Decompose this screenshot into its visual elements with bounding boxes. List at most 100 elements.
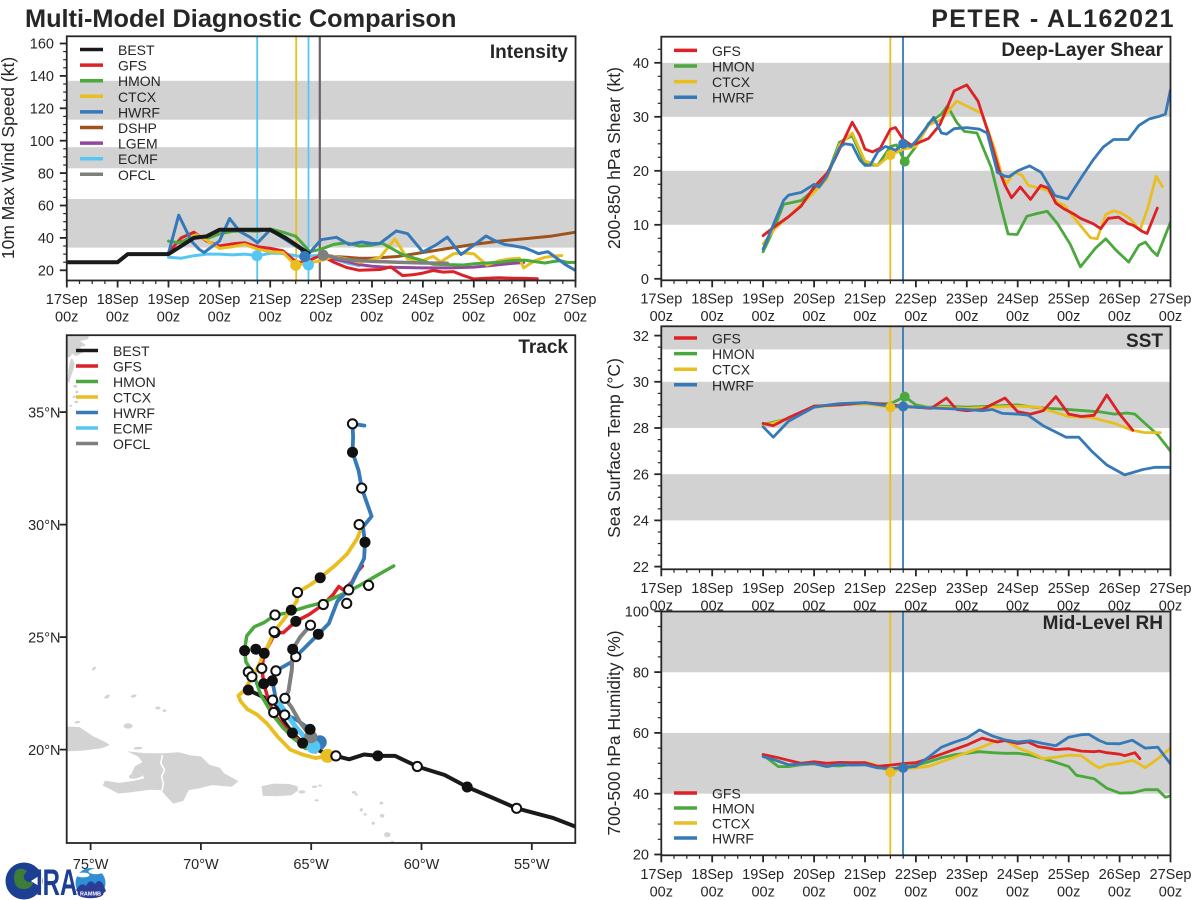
svg-text:00z: 00z [853, 598, 876, 614]
svg-text:00z: 00z [1006, 884, 1029, 900]
svg-text:17Sep: 17Sep [640, 581, 682, 597]
svg-text:30: 30 [633, 110, 649, 126]
svg-text:00z: 00z [650, 884, 673, 900]
svg-text:00z: 00z [955, 309, 978, 325]
svg-text:Mid-Level RH: Mid-Level RH [1043, 613, 1163, 634]
svg-text:27Sep: 27Sep [555, 292, 597, 308]
svg-text:23Sep: 23Sep [946, 292, 988, 308]
svg-text:100: 100 [30, 134, 54, 150]
svg-text:22Sep: 22Sep [895, 867, 937, 883]
svg-text:Multi-Model Diagnostic Compari: Multi-Model Diagnostic Comparison [25, 5, 456, 33]
svg-text:HWRF: HWRF [118, 104, 160, 120]
svg-text:40: 40 [633, 787, 649, 803]
svg-text:20Sep: 20Sep [793, 581, 835, 597]
svg-text:23Sep: 23Sep [351, 292, 393, 308]
svg-text:700-500 hPa Humidity (%): 700-500 hPa Humidity (%) [604, 630, 624, 835]
svg-text:00z: 00z [1057, 884, 1080, 900]
svg-text:00z: 00z [106, 310, 129, 326]
svg-text:25Sep: 25Sep [1048, 292, 1090, 308]
svg-text:35°N: 35°N [28, 405, 60, 421]
svg-text:19Sep: 19Sep [742, 581, 784, 597]
svg-text:18Sep: 18Sep [691, 867, 733, 883]
svg-text:00z: 00z [259, 310, 282, 326]
svg-text:00z: 00z [1159, 309, 1182, 325]
svg-text:HMON: HMON [118, 73, 161, 89]
svg-text:20Sep: 20Sep [198, 292, 240, 308]
svg-text:60: 60 [633, 726, 649, 742]
svg-text:00z: 00z [1057, 309, 1080, 325]
svg-text:00z: 00z [309, 310, 332, 326]
svg-text:200-850 hPa Shear (kt): 200-850 hPa Shear (kt) [604, 67, 624, 249]
svg-text:HMON: HMON [712, 346, 755, 362]
svg-text:25°N: 25°N [28, 630, 60, 646]
svg-text:26Sep: 26Sep [504, 292, 546, 308]
svg-text:25Sep: 25Sep [1048, 867, 1090, 883]
svg-text:70°W: 70°W [183, 857, 219, 873]
svg-text:BEST: BEST [118, 42, 155, 58]
svg-text:00z: 00z [650, 309, 673, 325]
svg-text:20: 20 [633, 848, 649, 864]
svg-text:25Sep: 25Sep [453, 292, 495, 308]
svg-text:OFCL: OFCL [118, 167, 156, 183]
svg-text:19Sep: 19Sep [742, 292, 784, 308]
svg-text:00z: 00z [751, 309, 774, 325]
svg-text:00z: 00z [802, 598, 825, 614]
svg-text:HWRF: HWRF [712, 377, 754, 393]
svg-text:00z: 00z [853, 309, 876, 325]
svg-text:22Sep: 22Sep [895, 581, 937, 597]
svg-text:60: 60 [38, 199, 54, 215]
svg-text:21Sep: 21Sep [844, 292, 886, 308]
svg-text:21Sep: 21Sep [249, 292, 291, 308]
svg-text:00z: 00z [955, 884, 978, 900]
svg-text:20Sep: 20Sep [793, 867, 835, 883]
svg-text:ECMF: ECMF [118, 151, 158, 167]
svg-text:80: 80 [38, 166, 54, 182]
svg-text:CTCX: CTCX [118, 89, 157, 105]
svg-text:00z: 00z [955, 598, 978, 614]
svg-text:30: 30 [633, 375, 649, 391]
svg-text:32: 32 [633, 329, 649, 345]
svg-text:CTCX: CTCX [712, 74, 751, 90]
svg-text:24Sep: 24Sep [402, 292, 444, 308]
svg-text:IRA: IRA [36, 862, 77, 900]
svg-text:Sea Surface Temp (°C): Sea Surface Temp (°C) [604, 358, 624, 538]
svg-text:24Sep: 24Sep [997, 867, 1039, 883]
svg-text:19Sep: 19Sep [742, 867, 784, 883]
svg-text:0: 0 [641, 272, 649, 288]
svg-text:00z: 00z [1108, 309, 1131, 325]
svg-text:HMON: HMON [712, 59, 755, 75]
svg-text:00z: 00z [157, 310, 180, 326]
svg-text:17Sep: 17Sep [46, 292, 88, 308]
svg-text:24Sep: 24Sep [997, 581, 1039, 597]
svg-text:18Sep: 18Sep [97, 292, 139, 308]
svg-text:HWRF: HWRF [113, 405, 155, 421]
svg-text:23Sep: 23Sep [946, 581, 988, 597]
svg-text:22Sep: 22Sep [300, 292, 342, 308]
svg-text:00z: 00z [462, 310, 485, 326]
svg-text:LGEM: LGEM [118, 136, 158, 152]
svg-text:HWRF: HWRF [712, 90, 754, 106]
svg-text:Track: Track [518, 337, 568, 358]
svg-text:BEST: BEST [113, 343, 150, 359]
svg-text:26Sep: 26Sep [1099, 581, 1141, 597]
svg-text:00z: 00z [564, 310, 587, 326]
svg-text:17Sep: 17Sep [640, 292, 682, 308]
svg-text:HMON: HMON [712, 801, 755, 817]
svg-text:RAMMB: RAMMB [80, 892, 101, 898]
svg-text:GFS: GFS [712, 331, 741, 347]
svg-text:80: 80 [633, 665, 649, 681]
svg-text:140: 140 [30, 69, 54, 85]
svg-text:00z: 00z [904, 598, 927, 614]
svg-text:CTCX: CTCX [113, 390, 152, 406]
svg-text:SST: SST [1126, 331, 1163, 352]
svg-text:28: 28 [633, 421, 649, 437]
svg-text:20: 20 [38, 264, 54, 280]
svg-text:00z: 00z [751, 598, 774, 614]
svg-text:40: 40 [38, 231, 54, 247]
svg-text:CTCX: CTCX [712, 362, 751, 378]
svg-text:20Sep: 20Sep [793, 292, 835, 308]
svg-text:100: 100 [625, 605, 649, 621]
svg-text:25Sep: 25Sep [1048, 581, 1090, 597]
svg-text:40: 40 [633, 56, 649, 72]
svg-text:00z: 00z [904, 309, 927, 325]
